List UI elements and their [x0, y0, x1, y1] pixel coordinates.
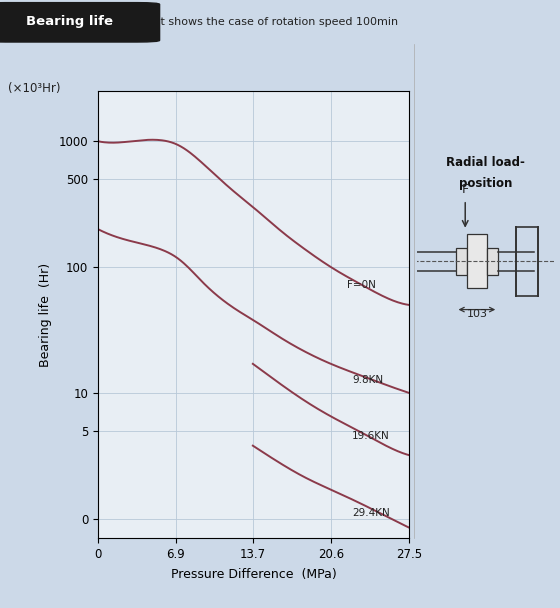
Text: 29.4KN: 29.4KN	[352, 508, 390, 518]
Text: position: position	[459, 177, 512, 190]
Text: 9.8KN: 9.8KN	[352, 375, 384, 385]
Bar	[487, 248, 498, 275]
Text: ※It shows the case of rotation speed 100min: ※It shows the case of rotation speed 100…	[148, 17, 399, 27]
Text: (×10³Hr): (×10³Hr)	[8, 83, 61, 95]
Text: F: F	[461, 183, 469, 196]
Text: Bearing life: Bearing life	[26, 15, 114, 29]
Bar	[466, 235, 487, 288]
Text: Radial load-: Radial load-	[446, 156, 525, 168]
Text: F=0N: F=0N	[347, 280, 376, 290]
Text: 19.6KN: 19.6KN	[352, 431, 390, 441]
Text: 103: 103	[466, 309, 487, 319]
Y-axis label: Bearing life  (Hr): Bearing life (Hr)	[39, 263, 52, 367]
Bar	[456, 248, 466, 275]
FancyBboxPatch shape	[0, 2, 160, 42]
X-axis label: Pressure Difference  (MPa): Pressure Difference (MPa)	[171, 568, 336, 581]
